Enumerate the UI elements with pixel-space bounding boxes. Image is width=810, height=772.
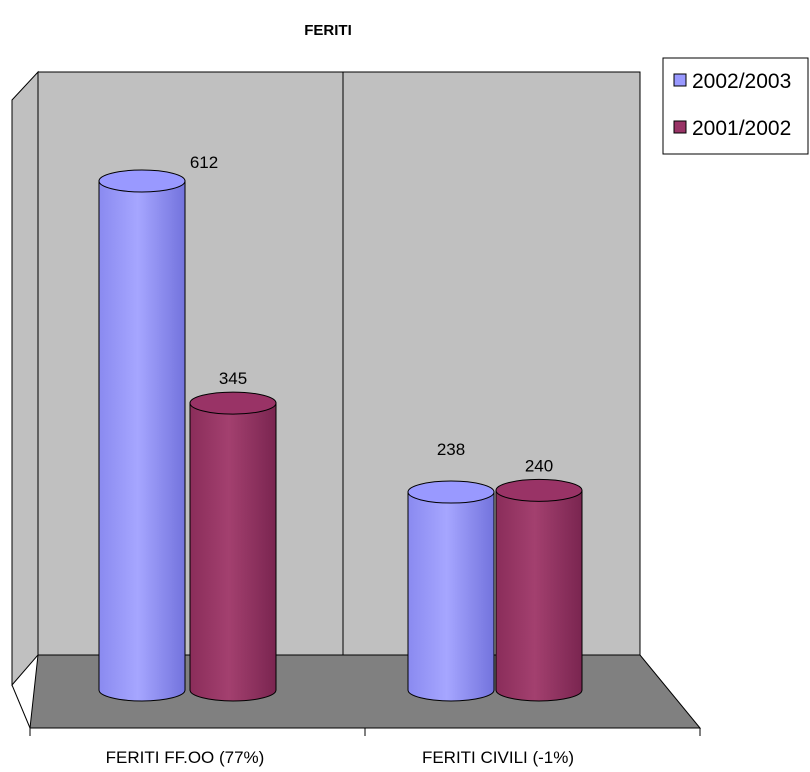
data-label-1-1: 240 <box>525 456 553 475</box>
bar-body <box>407 491 495 702</box>
side-edge <box>11 684 31 729</box>
data-label-1-0: 238 <box>437 440 465 459</box>
category-label-1: FERITI CIVILI (-1%) <box>422 748 574 767</box>
bar-top <box>407 480 495 504</box>
chart-title: FERITI <box>304 22 352 39</box>
bars <box>98 169 583 702</box>
bar-1-1 <box>495 478 583 702</box>
data-label-0-1: 345 <box>219 369 247 388</box>
category-label-0: FERITI FF.OO (77%) <box>106 748 265 767</box>
legend-swatch-0 <box>673 73 687 87</box>
legend: 2002/2003 2001/2002 <box>662 57 809 155</box>
side-wall <box>11 70 39 687</box>
legend-box <box>662 57 809 155</box>
legend-label-1: 2001/2002 <box>692 117 791 140</box>
bar-top <box>98 169 186 193</box>
bar-top <box>495 478 583 502</box>
bar-top <box>189 391 277 415</box>
legend-label-0: 2002/2003 <box>692 70 791 93</box>
data-labels: 612 345 238 240 <box>190 153 553 475</box>
bar-0-1 <box>189 391 277 702</box>
bar-1-0 <box>407 480 495 702</box>
data-label-0-0: 612 <box>190 153 218 172</box>
bar-body <box>98 180 186 702</box>
legend-swatch-1 <box>673 120 687 134</box>
bar-body <box>495 489 583 702</box>
bar-0-0 <box>98 169 186 702</box>
bar-body <box>189 402 277 702</box>
